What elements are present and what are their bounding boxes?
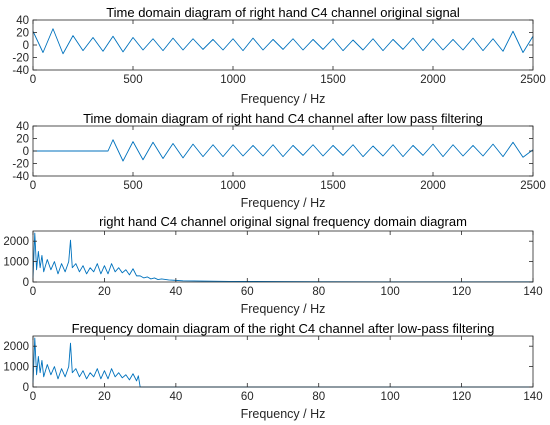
subplot-4: Frequency domain diagram of the right C4… — [3, 321, 542, 421]
y-tick-label: -20 — [12, 53, 29, 65]
x-tick-label: 500 — [123, 180, 142, 192]
subplot-1-line — [32, 28, 534, 55]
subplot-1-x-ticks: 0 500 1000 1500 2000 2500 — [30, 20, 546, 86]
y-tick-label: 0 — [23, 40, 29, 52]
subplot-1-series-line — [32, 28, 534, 55]
subplot-2-series-line — [33, 139, 534, 162]
x-tick-label: 20 — [98, 391, 111, 403]
subplot-3: right hand C4 channel original signal fr… — [3, 214, 542, 316]
subplot-2: Time domain diagram of right hand C4 cha… — [12, 111, 545, 210]
x-tick-label: 60 — [241, 391, 254, 403]
x-tick-label: 0 — [30, 180, 36, 192]
subplot-3-x-ticks: 0 20 40 60 80 100 120 140 — [30, 231, 543, 298]
y-tick-label: 20 — [16, 134, 29, 146]
subplot-4-xlabel: Frequency / Hz — [241, 407, 326, 421]
subplot-3-y-ticks: 2000 1000 0 — [3, 236, 533, 289]
subplot-3-line — [32, 232, 533, 283]
subplot-4-title: Frequency domain diagram of the right C4… — [72, 321, 495, 336]
y-tick-label: 0 — [23, 146, 29, 158]
x-tick-label: 0 — [30, 286, 36, 298]
y-tick-label: 40 — [16, 121, 29, 133]
x-tick-label: 1500 — [320, 180, 346, 192]
x-tick-label: 40 — [169, 391, 182, 403]
y-tick-label: 1000 — [3, 362, 29, 374]
x-tick-label: 0 — [30, 74, 36, 86]
subplot-1-xlabel: Frequency / Hz — [241, 92, 326, 106]
subplot-2-x-ticks: 0 500 1000 1500 2000 2500 — [30, 126, 546, 192]
y-tick-label: -40 — [12, 171, 29, 183]
y-tick-label: 1000 — [3, 257, 29, 269]
subplot-4-axes — [32, 335, 534, 388]
y-tick-label: 0 — [23, 277, 29, 289]
x-tick-label: 500 — [123, 74, 142, 86]
y-tick-label: -40 — [12, 65, 29, 77]
subplot-2-xlabel: Frequency / Hz — [241, 196, 326, 210]
y-tick-label: 40 — [16, 15, 29, 27]
x-tick-label: 100 — [381, 286, 400, 298]
x-tick-label: 20 — [98, 286, 111, 298]
x-tick-label: 2500 — [520, 180, 546, 192]
x-tick-label: 60 — [241, 286, 254, 298]
subplot-4-x-ticks: 0 20 40 60 80 100 120 140 — [30, 336, 543, 403]
subplot-1-title: Time domain diagram of right hand C4 cha… — [106, 5, 460, 20]
subplot-3-axes — [32, 230, 534, 283]
x-tick-label: 120 — [452, 286, 471, 298]
y-tick-label: 2000 — [3, 236, 29, 248]
subplot-1: Time domain diagram of right hand C4 cha… — [12, 5, 545, 106]
x-tick-label: 2000 — [420, 74, 446, 86]
y-tick-label: -20 — [12, 159, 29, 171]
x-tick-label: 140 — [523, 286, 542, 298]
subplot-3-title: right hand C4 channel original signal fr… — [99, 214, 467, 229]
subplot-3-xlabel: Frequency / Hz — [241, 302, 326, 316]
x-tick-label: 120 — [452, 391, 471, 403]
x-tick-label: 140 — [523, 391, 542, 403]
x-tick-label: 40 — [169, 286, 182, 298]
subplot-2-line — [33, 139, 534, 162]
subplot-4-line — [32, 337, 533, 388]
y-tick-label: 2000 — [3, 341, 29, 353]
x-tick-label: 0 — [30, 391, 36, 403]
x-tick-label: 1000 — [220, 74, 246, 86]
x-tick-label: 1500 — [320, 74, 346, 86]
x-tick-label: 80 — [312, 286, 325, 298]
x-tick-label: 80 — [312, 391, 325, 403]
x-tick-label: 2500 — [520, 74, 546, 86]
subplot-2-title: Time domain diagram of right hand C4 cha… — [83, 111, 483, 126]
y-tick-label: 20 — [16, 28, 29, 40]
subplot-4-y-ticks: 2000 1000 0 — [3, 341, 533, 394]
subplot-4-series-line — [32, 337, 533, 388]
x-tick-label: 2000 — [420, 180, 446, 192]
subplot-3-series-line — [32, 232, 533, 283]
x-tick-label: 1000 — [220, 180, 246, 192]
x-tick-label: 100 — [381, 391, 400, 403]
y-tick-label: 0 — [23, 382, 29, 394]
